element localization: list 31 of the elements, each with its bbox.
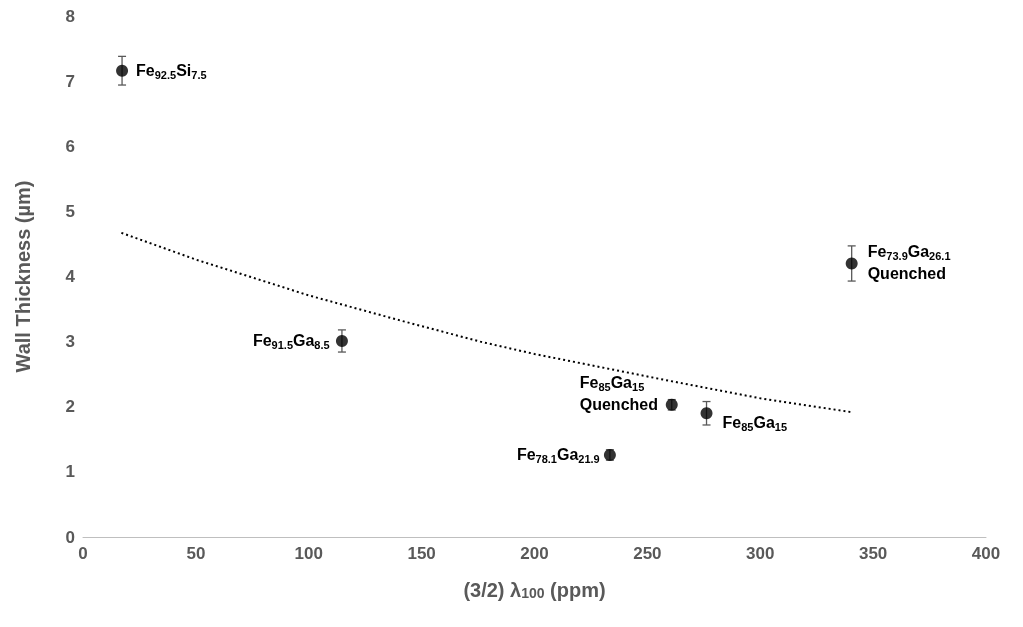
y-tick-label: 0 bbox=[65, 527, 75, 547]
x-tick-label: 50 bbox=[186, 544, 206, 563]
x-axis-title: (3/2) λ100 (ppm) bbox=[463, 578, 606, 601]
y-axis-title: Wall Thickness (µm) bbox=[12, 180, 34, 373]
annotation: Fe$_{91.5}$Ga$_{8.5}$ bbox=[252, 330, 330, 352]
annotation: Fe$_{85}$Ga$_{15}$ Quenched bbox=[579, 372, 658, 415]
y-tick-label: 5 bbox=[65, 201, 75, 221]
x-tick-label: 350 bbox=[858, 544, 888, 563]
y-tick-label: 3 bbox=[65, 332, 75, 352]
annotation: Fe$_{73.9}$Ga$_{26.1}$ Quenched bbox=[867, 242, 951, 285]
y-tick-label: 7 bbox=[65, 71, 75, 91]
x-tick-label: 250 bbox=[633, 544, 662, 563]
y-tick-label: 4 bbox=[65, 267, 76, 286]
x-tick-label: 400 bbox=[971, 544, 1001, 563]
line-series bbox=[120, 231, 852, 413]
x-tick-label: 300 bbox=[746, 544, 775, 563]
point bbox=[700, 407, 713, 420]
y-tick-label: 6 bbox=[65, 136, 75, 156]
point bbox=[335, 334, 348, 347]
y-tick-label: 8 bbox=[65, 6, 75, 26]
x-tick-label: 0 bbox=[78, 544, 88, 563]
annotation: Fe$_{85}$Ga$_{15}$ bbox=[722, 413, 788, 435]
x-tick-label: 200 bbox=[520, 544, 549, 563]
x-tick-label: 150 bbox=[407, 544, 436, 563]
x-tick-label: 100 bbox=[294, 544, 323, 563]
y-tick-label: 2 bbox=[65, 397, 75, 417]
point bbox=[116, 64, 129, 77]
annotation: Fe$_{78.1}$Ga$_{21.9}$ bbox=[516, 444, 600, 466]
annotation: Fe$_{92.5}$Si$_{7.5}$ bbox=[136, 60, 207, 82]
point bbox=[845, 257, 858, 270]
y-tick-label: 1 bbox=[65, 462, 75, 482]
